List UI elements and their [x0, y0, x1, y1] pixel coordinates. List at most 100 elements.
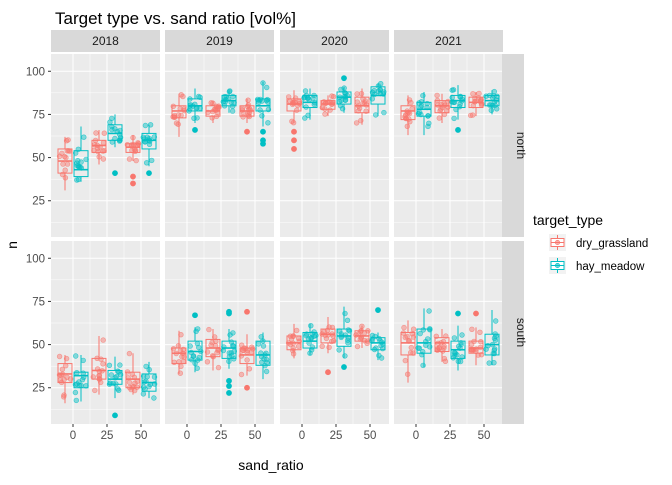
legend-entry-dry_grassland: dry_grassland — [549, 234, 648, 251]
jitter-point — [230, 93, 236, 100]
box-north-2021-0-dry_grassland — [400, 95, 416, 136]
box-south-2018-0-hay_meadow — [72, 353, 89, 404]
box-south-2021-25-hay_meadow — [450, 310, 466, 371]
box-body — [255, 340, 271, 366]
jitter-point — [488, 107, 494, 114]
strip-label-2019: 2019 — [206, 34, 233, 48]
jitter-point — [486, 360, 492, 366]
outlier-point — [291, 146, 297, 152]
box-south-2020-0-hay_meadow — [302, 323, 319, 356]
jitter-point — [75, 176, 82, 183]
box-south-2020-25-hay_meadow — [336, 306, 353, 370]
box-north-2020-50-hay_meadow — [369, 80, 387, 118]
jitter-point — [326, 344, 332, 351]
jitter-point — [131, 142, 137, 148]
jitter-point — [151, 395, 157, 401]
jitter-point — [100, 140, 107, 146]
box-south-2018-50-hay_meadow — [140, 361, 158, 401]
y-tick-label: 25 — [32, 196, 45, 208]
box-south-2020-25-dry_grassland — [319, 316, 337, 376]
jitter-point — [238, 371, 245, 378]
jitter-point — [459, 332, 465, 338]
box-body — [187, 340, 203, 361]
jitter-point — [61, 392, 67, 398]
jitter-point — [244, 357, 250, 363]
legend-title: target_type — [533, 212, 603, 228]
legend-entry-hay_meadow: hay_meadow — [549, 257, 645, 274]
jitter-point — [264, 84, 270, 91]
jitter-point — [126, 156, 133, 162]
jitter-point — [434, 92, 440, 99]
jitter-point — [451, 115, 457, 122]
box-north-2020-0-dry_grassland — [286, 90, 303, 152]
box-body — [125, 371, 141, 389]
jitter-point — [377, 86, 383, 93]
outlier-point — [226, 383, 232, 389]
outlier-point — [260, 137, 266, 144]
jitter-point — [288, 336, 295, 342]
box-north-2018-50-hay_meadow — [140, 122, 158, 177]
jitter-point — [380, 345, 386, 352]
box-body — [320, 328, 336, 344]
box-body — [302, 94, 318, 109]
y-tick-label: 75 — [32, 296, 45, 308]
jitter-point — [492, 102, 498, 108]
box-south-2021-0-dry_grassland — [400, 320, 417, 383]
outlier-point — [473, 310, 479, 317]
jitter-point — [420, 327, 426, 333]
panel-north-2021 — [394, 54, 503, 237]
box-body — [221, 340, 237, 359]
box-north-2021-25-dry_grassland — [434, 92, 451, 124]
jitter-point — [342, 97, 349, 103]
jitter-point — [408, 344, 414, 351]
outlier-point — [325, 369, 331, 376]
jitter-point — [257, 107, 263, 113]
box-body — [91, 357, 107, 380]
legend-label: dry_grassland — [576, 238, 648, 250]
jitter-point — [468, 112, 474, 119]
jitter-point — [106, 362, 113, 368]
jitter-point — [311, 333, 317, 339]
jitter-point — [206, 326, 212, 333]
jitter-point — [259, 359, 265, 365]
jitter-point — [260, 343, 267, 349]
jitter-point — [227, 88, 233, 94]
jitter-point — [100, 337, 106, 343]
box-body — [73, 150, 89, 178]
outlier-point — [291, 137, 297, 144]
jitter-point — [342, 310, 348, 317]
outlier-point — [244, 384, 250, 391]
jitter-point — [246, 366, 253, 372]
box-south-2019-50-hay_meadow — [255, 332, 271, 380]
jitter-point — [354, 343, 361, 350]
jitter-point — [76, 382, 83, 389]
box-north-2018-50-dry_grassland — [124, 134, 142, 187]
jitter-point — [493, 318, 499, 324]
outlier-point — [226, 390, 232, 396]
box-body — [400, 105, 416, 121]
jitter-point — [65, 137, 71, 143]
jitter-point — [408, 349, 414, 356]
outlier-point — [375, 307, 381, 313]
x-tick-label: 50 — [364, 430, 377, 442]
jitter-point — [309, 344, 316, 350]
outlier-point — [341, 75, 347, 82]
jitter-point — [305, 94, 311, 101]
jitter-point — [264, 96, 271, 103]
box-north-2020-50-dry_grassland — [353, 88, 370, 126]
jitter-point — [425, 123, 431, 130]
jitter-point — [259, 113, 265, 119]
box-body — [286, 98, 302, 112]
jitter-point — [100, 361, 106, 367]
x-tick-label: 25 — [215, 430, 228, 442]
jitter-point — [475, 95, 482, 101]
chart-title: Target type vs. sand ratio [vol%] — [55, 9, 296, 28]
y-tick-label: 100 — [26, 66, 45, 78]
box-south-2021-50-dry_grassland — [468, 310, 485, 366]
y-tick-label: 75 — [32, 109, 45, 121]
jitter-point — [354, 99, 361, 105]
jitter-point — [470, 112, 476, 118]
box-body — [336, 328, 352, 347]
y-tick-label: 50 — [32, 153, 45, 165]
jitter-point — [436, 115, 442, 121]
